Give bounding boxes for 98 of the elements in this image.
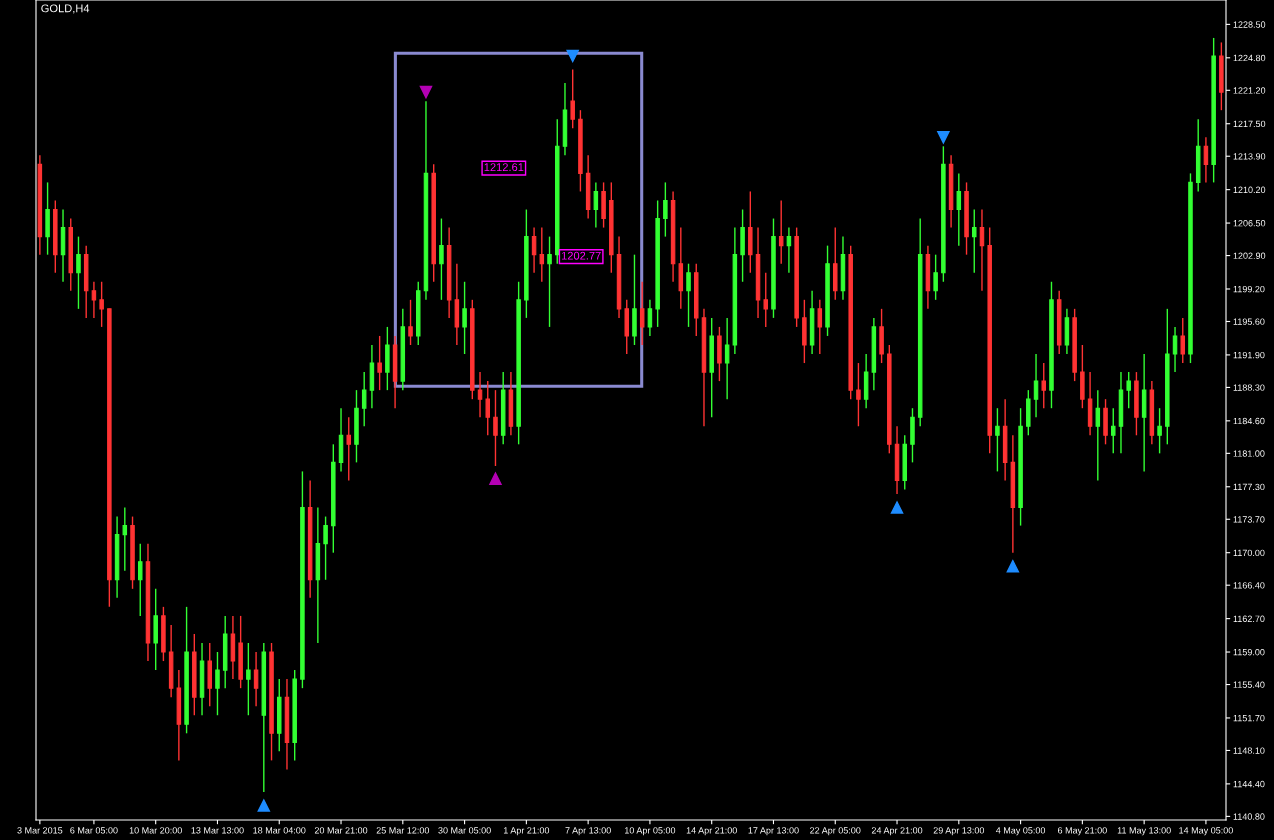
candlestick	[1095, 389, 1101, 482]
candlestick	[1157, 407, 1162, 455]
candlestick	[686, 263, 691, 328]
point	[890, 501, 904, 514]
candlestick	[408, 299, 413, 346]
candlestick	[76, 235, 81, 310]
point	[1006, 559, 1020, 573]
x-tick-label: 18 Mar 04:00	[253, 827, 306, 834]
candlestick	[137, 542, 143, 617]
y-tick-label: 1166.40	[1233, 582, 1265, 589]
y-tick-label: 1184.60	[1233, 417, 1265, 425]
x-tick-label: 30 Mar 05:00	[438, 827, 491, 834]
candlestick	[539, 226, 545, 283]
x-tick-label: 14 Apr 21:00	[686, 827, 737, 836]
y-tick-label: 1159.00	[1233, 648, 1265, 656]
chart-title: GOLD,H4	[41, 4, 90, 14]
y-tick-label: 1210.20	[1233, 186, 1266, 194]
y-tick-label: 1181.00	[1233, 450, 1265, 457]
candlestick	[778, 199, 784, 265]
x-tick-label: 24 Apr 21:00	[871, 827, 923, 836]
x-tick-label: 6 Mar 05:00	[70, 827, 118, 834]
y-tick-label: 1228.50	[1233, 21, 1266, 28]
y-tick-label: 1173.70	[1233, 516, 1265, 523]
candlestick	[377, 335, 382, 391]
point	[937, 131, 950, 144]
x-tick-label: 17 Apr 13:00	[748, 827, 799, 836]
point	[419, 85, 433, 99]
candlestick	[1180, 317, 1186, 364]
candlestick	[1111, 407, 1116, 455]
point	[489, 472, 502, 485]
candlestick	[647, 299, 653, 337]
candlestick	[246, 642, 251, 716]
y-tick-label: 1170.00	[1233, 549, 1265, 557]
y-tick-label: 1217.50	[1233, 120, 1266, 128]
candlestick	[215, 651, 220, 716]
x-tick-label: 22 Apr 05:00	[810, 827, 861, 836]
candlestick	[323, 515, 328, 581]
point	[257, 799, 271, 812]
candlestick	[462, 281, 467, 355]
candlestick	[570, 68, 575, 129]
x-tick-label: 20 Mar 21:00	[314, 827, 368, 834]
x-tick-label: 11 May 13:00	[1117, 827, 1171, 836]
candlestick	[493, 389, 498, 467]
point	[566, 49, 579, 63]
y-tick-label: 1162.70	[1233, 615, 1265, 622]
x-tick-label: 13 Mar 13:00	[191, 827, 244, 834]
candlestick	[663, 181, 668, 238]
y-tick-label: 1206.50	[1233, 220, 1266, 227]
y-tick-label: 1213.90	[1233, 153, 1266, 160]
candlestick	[485, 380, 491, 436]
x-tick-label: 4 May 05:00	[995, 827, 1046, 836]
candlestick	[1172, 326, 1178, 373]
x-tick-label: 29 Apr 13:00	[933, 827, 985, 836]
candlestick	[995, 407, 1000, 473]
y-tick-label: 1148.10	[1233, 747, 1265, 754]
candlestick	[786, 226, 792, 274]
x-tick-label: 1 Apr 21:00	[503, 827, 550, 836]
annotation: 1212.61	[484, 163, 524, 172]
y-tick-label: 1140.80	[1233, 813, 1265, 820]
y-tick-label: 1151.70	[1233, 714, 1265, 722]
candlestick	[817, 299, 823, 355]
candlestick	[933, 253, 938, 301]
y-tick-label: 1221.20	[1233, 87, 1266, 94]
candlestick	[724, 317, 730, 400]
candlestick	[346, 416, 352, 482]
candlestick	[439, 217, 444, 301]
y-tick-label: 1177.30	[1233, 483, 1265, 491]
candlestick	[91, 281, 97, 319]
candlestick	[361, 371, 367, 427]
x-tick-label: 25 Mar 12:00	[376, 827, 430, 834]
candlestick	[1033, 353, 1039, 418]
y-tick-label: 1202.90	[1233, 252, 1266, 259]
candlestick	[122, 506, 128, 572]
x-tick-label: 7 Apr 13:00	[565, 827, 611, 836]
candlestick	[253, 651, 259, 707]
x-tick-label: 10 Mar 20:00	[129, 827, 182, 834]
y-tick-label: 1144.40	[1233, 780, 1265, 788]
candlestick	[763, 272, 769, 328]
y-tick-label: 1155.40	[1233, 681, 1265, 688]
y-tick-label: 1195.60	[1233, 318, 1265, 325]
x-tick-label: 3 Mar 2015	[17, 827, 63, 834]
candlestick	[1041, 362, 1047, 409]
x-tick-label: 10 Apr 05:00	[625, 827, 676, 836]
x-tick-label: 14 May 05:00	[1179, 827, 1233, 836]
y-tick-label: 1224.80	[1233, 54, 1266, 62]
candlestick	[547, 235, 552, 328]
y-tick-label: 1199.20	[1233, 285, 1265, 293]
candlestick	[972, 208, 977, 274]
y-tick-label: 1188.30	[1233, 384, 1265, 391]
x-tick-label: 6 May 21:00	[1057, 827, 1107, 836]
annotation: 1202.77	[561, 251, 601, 260]
candlestick	[1126, 371, 1131, 409]
candlestick	[856, 362, 861, 427]
candlestick	[99, 281, 104, 328]
candlestick	[956, 172, 962, 247]
candlestick	[477, 371, 483, 418]
candlestick	[639, 281, 645, 346]
y-tick-label: 1191.90	[1233, 351, 1265, 359]
